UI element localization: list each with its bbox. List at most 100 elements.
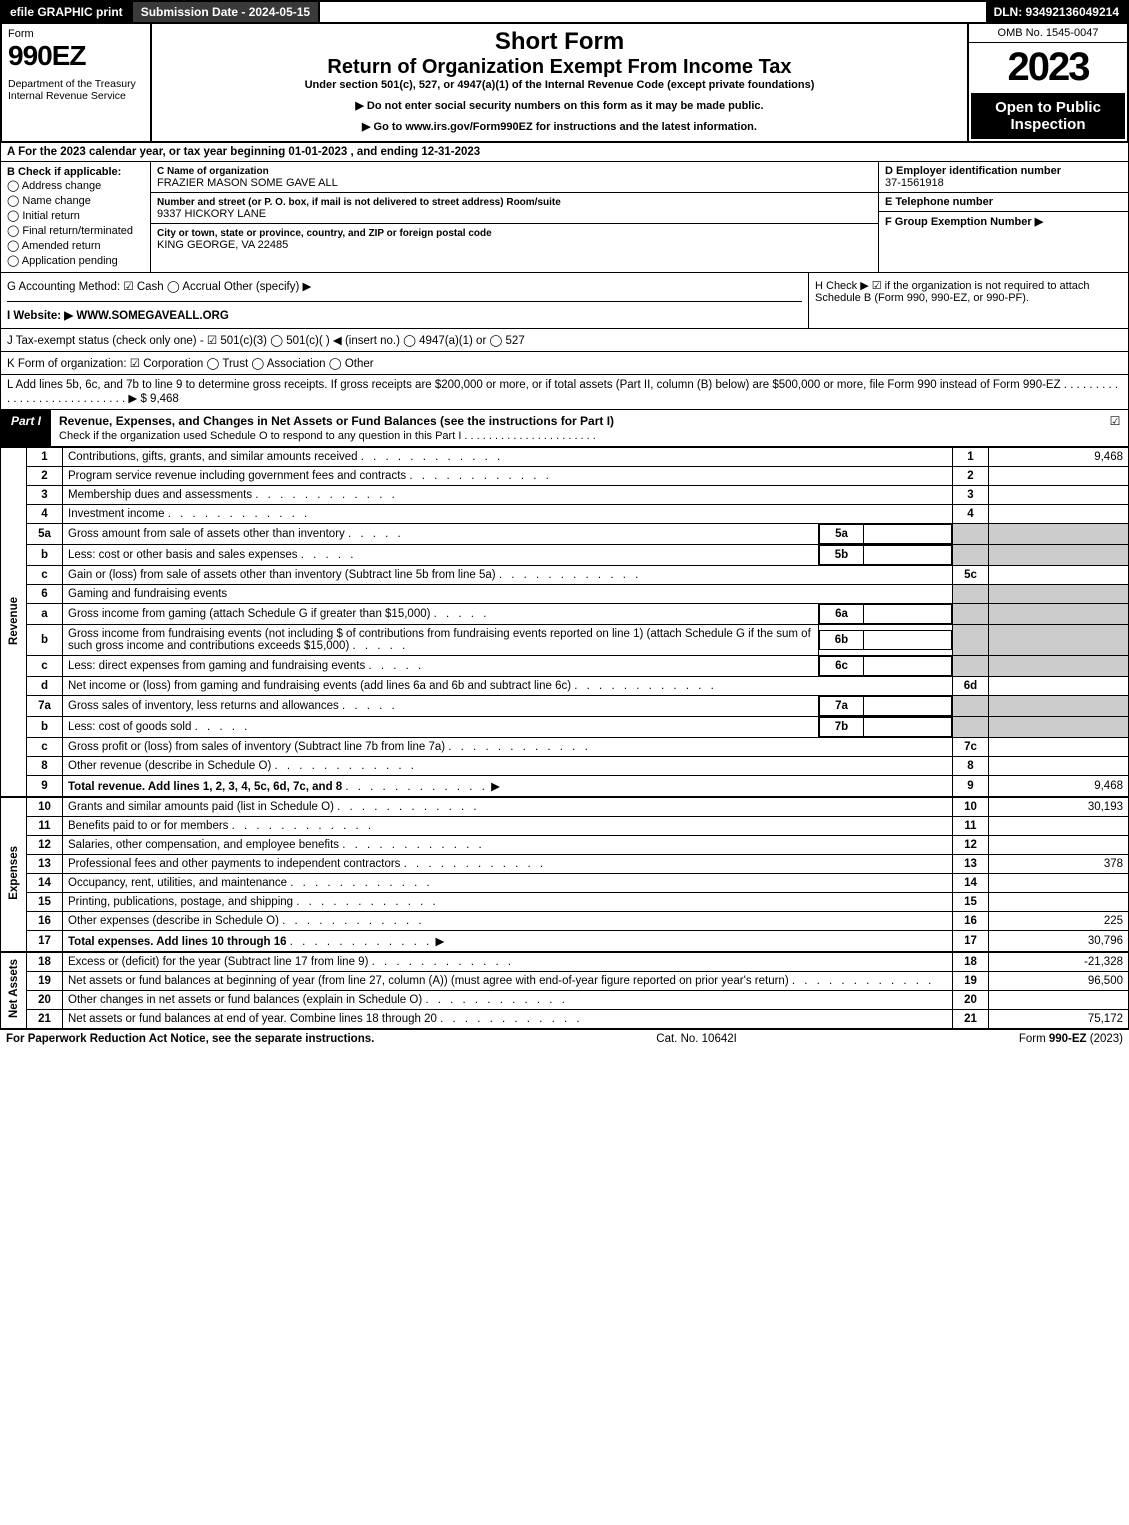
section-label: Revenue	[1, 448, 27, 797]
line-text: Membership dues and assessments . . . . …	[63, 486, 953, 505]
line-ref: 14	[953, 874, 989, 893]
line-number: 16	[27, 912, 63, 931]
line-text: Total expenses. Add lines 10 through 16 …	[63, 931, 953, 952]
line-ref: 13	[953, 855, 989, 874]
footer-mid: Cat. No. 10642I	[656, 1033, 737, 1045]
line-ref: 12	[953, 836, 989, 855]
line-value: 30,796	[989, 931, 1129, 952]
line-number: 9	[27, 776, 63, 797]
line-text: Net income or (loss) from gaming and fun…	[63, 677, 953, 696]
line-number: 2	[27, 467, 63, 486]
line-text: Occupancy, rent, utilities, and maintena…	[63, 874, 953, 893]
line-ref: 10	[953, 798, 989, 817]
chk-pending[interactable]: ◯ Application pending	[7, 253, 144, 268]
line-value: 9,468	[989, 776, 1129, 797]
line-text: Gaming and fundraising events	[63, 585, 953, 604]
part1-label: Part I	[1, 410, 51, 446]
line-value	[989, 893, 1129, 912]
line-text: Gross income from fundraising events (no…	[63, 625, 819, 656]
line-text: Salaries, other compensation, and employ…	[63, 836, 953, 855]
line-number: 18	[27, 953, 63, 972]
line-value: 225	[989, 912, 1129, 931]
col-b: B Check if applicable: ◯ Address change …	[1, 162, 151, 272]
chk-amended[interactable]: ◯ Amended return	[7, 238, 144, 253]
title-return: Return of Organization Exempt From Incom…	[162, 56, 957, 79]
line-number: d	[27, 677, 63, 696]
line-ref: 8	[953, 757, 989, 776]
line-number: 10	[27, 798, 63, 817]
line-number: c	[27, 738, 63, 757]
line-text: Gross sales of inventory, less returns a…	[63, 696, 819, 717]
expenses-table: Expenses10Grants and similar amounts pai…	[0, 797, 1129, 952]
section-label: Expenses	[1, 798, 27, 952]
department-label: Department of the Treasury Internal Reve…	[8, 72, 144, 102]
top-bar: efile GRAPHIC print Submission Date - 20…	[0, 0, 1129, 24]
line-text: Contributions, gifts, grants, and simila…	[63, 448, 953, 467]
line-ref: 18	[953, 953, 989, 972]
f-label: F Group Exemption Number ▶	[885, 216, 1043, 228]
tax-year: 2023	[969, 43, 1127, 91]
line-h: H Check ▶ ☑ if the organization is not r…	[808, 273, 1128, 328]
line-number: 20	[27, 991, 63, 1010]
b-header: B Check if applicable:	[7, 166, 121, 178]
line-ref: 7c	[953, 738, 989, 757]
line-l: L Add lines 5b, 6c, and 7b to line 9 to …	[0, 375, 1129, 410]
form-word: Form	[8, 28, 144, 40]
line-ref: 15	[953, 893, 989, 912]
chk-final-return[interactable]: ◯ Final return/terminated	[7, 223, 144, 238]
chk-name-change[interactable]: ◯ Name change	[7, 193, 144, 208]
line-number: 21	[27, 1010, 63, 1029]
line-a: A For the 2023 calendar year, or tax yea…	[0, 143, 1129, 162]
part1-checkbox[interactable]: ☑	[1102, 410, 1128, 446]
efile-label[interactable]: efile GRAPHIC print	[2, 2, 133, 22]
line-number: 5a	[27, 524, 63, 545]
line-text: Program service revenue including govern…	[63, 467, 953, 486]
revenue-table: Revenue1Contributions, gifts, grants, an…	[0, 447, 1129, 797]
d-label: D Employer identification number	[885, 165, 1061, 177]
line-value: 75,172	[989, 1010, 1129, 1029]
line-k: K Form of organization: ☑ Corporation ◯ …	[0, 352, 1129, 375]
c-name-label: C Name of organization	[157, 166, 269, 177]
line-ref: 21	[953, 1010, 989, 1029]
footer-right: Form 990-EZ (2023)	[1019, 1033, 1123, 1045]
form-header: Form 990EZ Department of the Treasury In…	[0, 24, 1129, 143]
org-street: 9337 HICKORY LANE	[157, 208, 266, 220]
chk-address-change[interactable]: ◯ Address change	[7, 178, 144, 193]
col-def: D Employer identification number 37-1561…	[878, 162, 1128, 272]
line-text: Investment income . . . . . . . . . . . …	[63, 505, 953, 524]
subtitle: Under section 501(c), 527, or 4947(a)(1)…	[162, 79, 957, 91]
line-ref: 9	[953, 776, 989, 797]
line-number: 11	[27, 817, 63, 836]
line-ref: 16	[953, 912, 989, 931]
line-ref: 2	[953, 467, 989, 486]
line-number: b	[27, 717, 63, 738]
line-number: c	[27, 656, 63, 677]
line-number: 3	[27, 486, 63, 505]
footer: For Paperwork Reduction Act Notice, see …	[0, 1029, 1129, 1048]
section-bcdef: B Check if applicable: ◯ Address change …	[0, 162, 1129, 273]
line-value	[989, 505, 1129, 524]
line-number: 1	[27, 448, 63, 467]
line-value: 96,500	[989, 972, 1129, 991]
note-link[interactable]: ▶ Go to www.irs.gov/Form990EZ for instru…	[162, 120, 957, 133]
line-number: b	[27, 625, 63, 656]
line-number: 4	[27, 505, 63, 524]
netassets-table: Net Assets18Excess or (deficit) for the …	[0, 952, 1129, 1029]
chk-initial-return[interactable]: ◯ Initial return	[7, 208, 144, 223]
line-number: b	[27, 545, 63, 566]
line-value	[989, 817, 1129, 836]
line-i[interactable]: I Website: ▶ WWW.SOMEGAVEALL.ORG	[7, 308, 802, 322]
line-ref: 17	[953, 931, 989, 952]
title-short-form: Short Form	[162, 28, 957, 56]
line-value	[989, 991, 1129, 1010]
line-text: Total revenue. Add lines 1, 2, 3, 4, 5c,…	[63, 776, 953, 797]
line-ref: 11	[953, 817, 989, 836]
line-ref: 3	[953, 486, 989, 505]
line-number: 15	[27, 893, 63, 912]
line-text: Grants and similar amounts paid (list in…	[63, 798, 953, 817]
line-value	[989, 486, 1129, 505]
form-number: 990EZ	[8, 40, 144, 72]
line-ref: 5c	[953, 566, 989, 585]
line-text: Other changes in net assets or fund bala…	[63, 991, 953, 1010]
line-number: 6	[27, 585, 63, 604]
